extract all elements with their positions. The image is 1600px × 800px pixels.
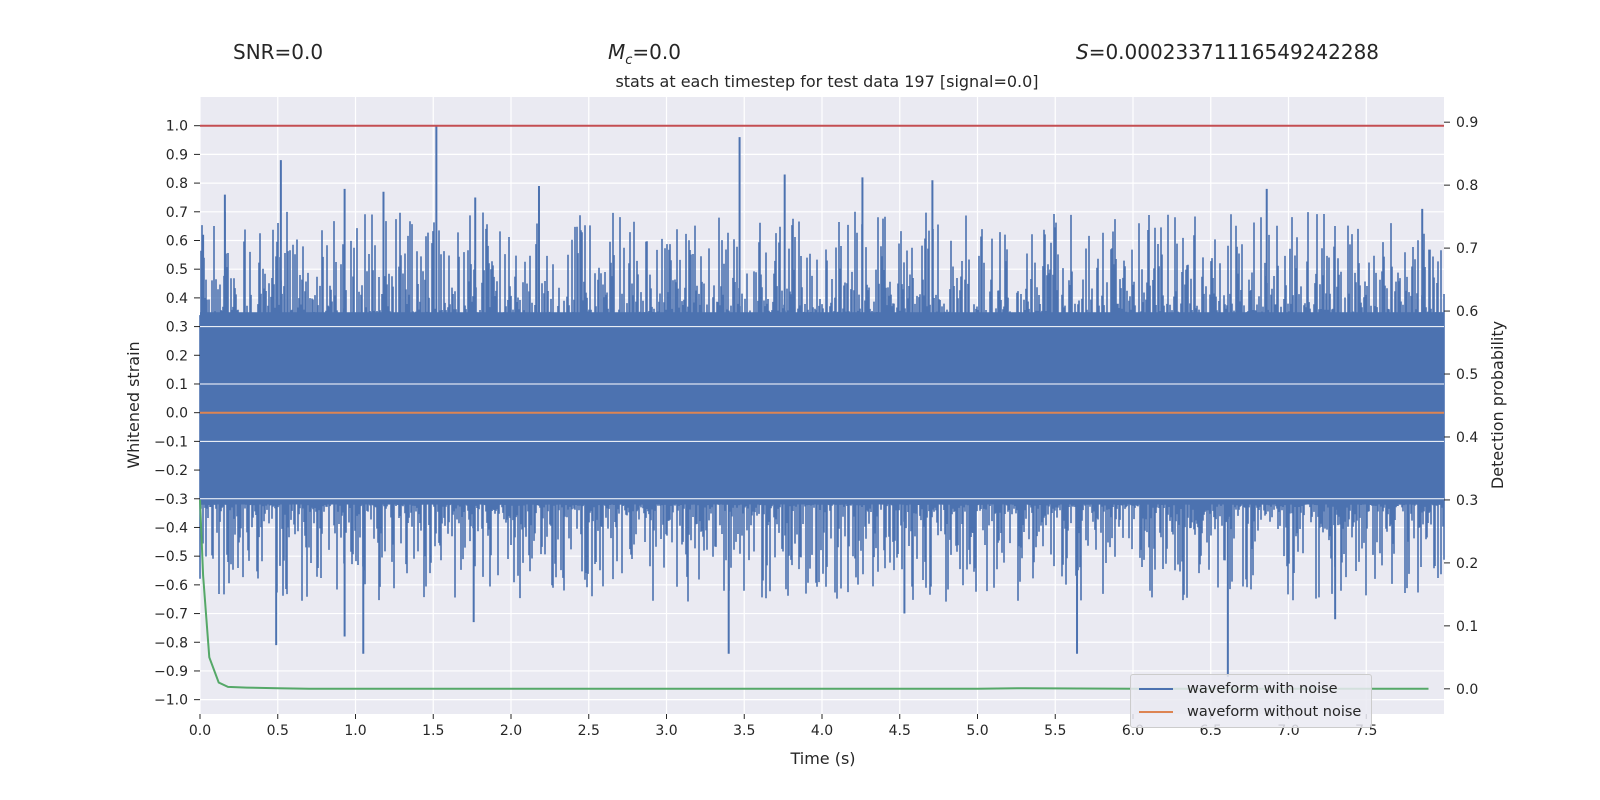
x-axis-label: Time (s) — [789, 749, 855, 768]
x-tick-label: 4.0 — [811, 723, 833, 739]
x-tick-label: 1.5 — [422, 723, 444, 739]
statistic-label: S=0.0002337111654924228‌8 — [1076, 40, 1379, 64]
x-tick-label: 3.5 — [733, 723, 755, 739]
legend: waveform with noise waveform without noi… — [1130, 674, 1372, 728]
y-tick-label: 0.6 — [166, 233, 188, 249]
y-tick-label: 0.5 — [166, 262, 188, 278]
y-tick-label: −0.3 — [154, 492, 188, 508]
y-tick-label: 1.0 — [166, 119, 188, 135]
x-tick-label: 2.5 — [578, 723, 600, 739]
tick-layer: 0.0 0.5 1.0 1.5 2.0 2.5 3.0 3.5 4.0 4.5 5.0 5.5 6.0 6… — [154, 115, 1478, 739]
chirp-mass-subscript: c — [625, 53, 633, 68]
x-tick-label: 2.0 — [500, 723, 522, 739]
y-tick-label: 0.0 — [166, 406, 188, 422]
y-tick-label: 0.1 — [166, 377, 188, 393]
y-tick-label: 0.8 — [166, 176, 188, 192]
y2-tick-label: 0.9 — [1456, 115, 1478, 131]
y2-tick-label: 0.0 — [1456, 682, 1478, 698]
y-tick-label: 0.2 — [166, 348, 188, 364]
y-tick-label: 0.9 — [166, 147, 188, 163]
y-axis-label: Whitened strain — [124, 341, 143, 468]
y-tick-label: −0.7 — [154, 607, 188, 623]
y2-axis-label: Detection probability — [1488, 321, 1507, 489]
y-tick-label: −0.9 — [154, 664, 188, 680]
statistic-value: =0.0002337111654924228‌8 — [1088, 40, 1380, 64]
y-tick-label: −0.2 — [154, 463, 188, 479]
x-tick-label: 1.0 — [344, 723, 366, 739]
y-tick-label: −0.8 — [154, 635, 188, 651]
y2-tick-label: 0.7 — [1456, 241, 1478, 257]
series-waveform-with-noise — [199, 125, 1445, 677]
y2-tick-label: 0.8 — [1456, 178, 1478, 194]
x-tick-label: 5.0 — [966, 723, 988, 739]
legend-label-without-noise: waveform without noise — [1187, 704, 1362, 720]
chirp-mass-label: Mc=0.0 — [608, 40, 681, 68]
legend-label-with-noise: waveform with noise — [1187, 681, 1338, 697]
x-tick-label: 4.5 — [889, 723, 911, 739]
chart-title: stats at each timestep for test data 197… — [615, 72, 1039, 91]
y-tick-label: 0.7 — [166, 205, 188, 221]
y2-tick-label: 0.2 — [1456, 556, 1478, 572]
legend-swatch-with-noise — [1139, 688, 1173, 690]
y2-tick-label: 0.3 — [1456, 493, 1478, 509]
line-layer — [199, 124, 1444, 690]
series-detection-probability — [199, 499, 1429, 690]
statistic-symbol: S — [1076, 40, 1089, 64]
y2-tick-label: 0.4 — [1456, 430, 1478, 446]
y2-tick-label: 0.5 — [1456, 367, 1478, 383]
y-tick-label: −0.5 — [154, 549, 188, 565]
chirp-mass-value: =0.0 — [632, 40, 681, 64]
y2-tick-label: 0.1 — [1456, 619, 1478, 635]
x-tick-label: 3.0 — [655, 723, 677, 739]
y-tick-label: −0.4 — [154, 520, 188, 536]
legend-item-without-noise: waveform without noise — [1139, 701, 1361, 723]
legend-item-with-noise: waveform with noise — [1139, 678, 1338, 700]
legend-swatch-without-noise — [1139, 711, 1173, 713]
y-tick-label: −0.6 — [154, 578, 188, 594]
snr-label: SNR=0.0 — [233, 40, 324, 64]
y-tick-label: 0.3 — [166, 320, 188, 336]
x-tick-label: 0.0 — [189, 723, 211, 739]
y2-tick-label: 0.6 — [1456, 304, 1478, 320]
y-tick-label: 0.4 — [166, 291, 188, 307]
x-tick-label: 0.5 — [267, 723, 289, 739]
y-tick-label: −0.1 — [154, 434, 188, 450]
chirp-mass-symbol: M — [608, 40, 626, 64]
noise-core-band — [200, 312, 1444, 499]
y-tick-label: −1.0 — [154, 693, 188, 709]
x-tick-label: 5.5 — [1044, 723, 1066, 739]
